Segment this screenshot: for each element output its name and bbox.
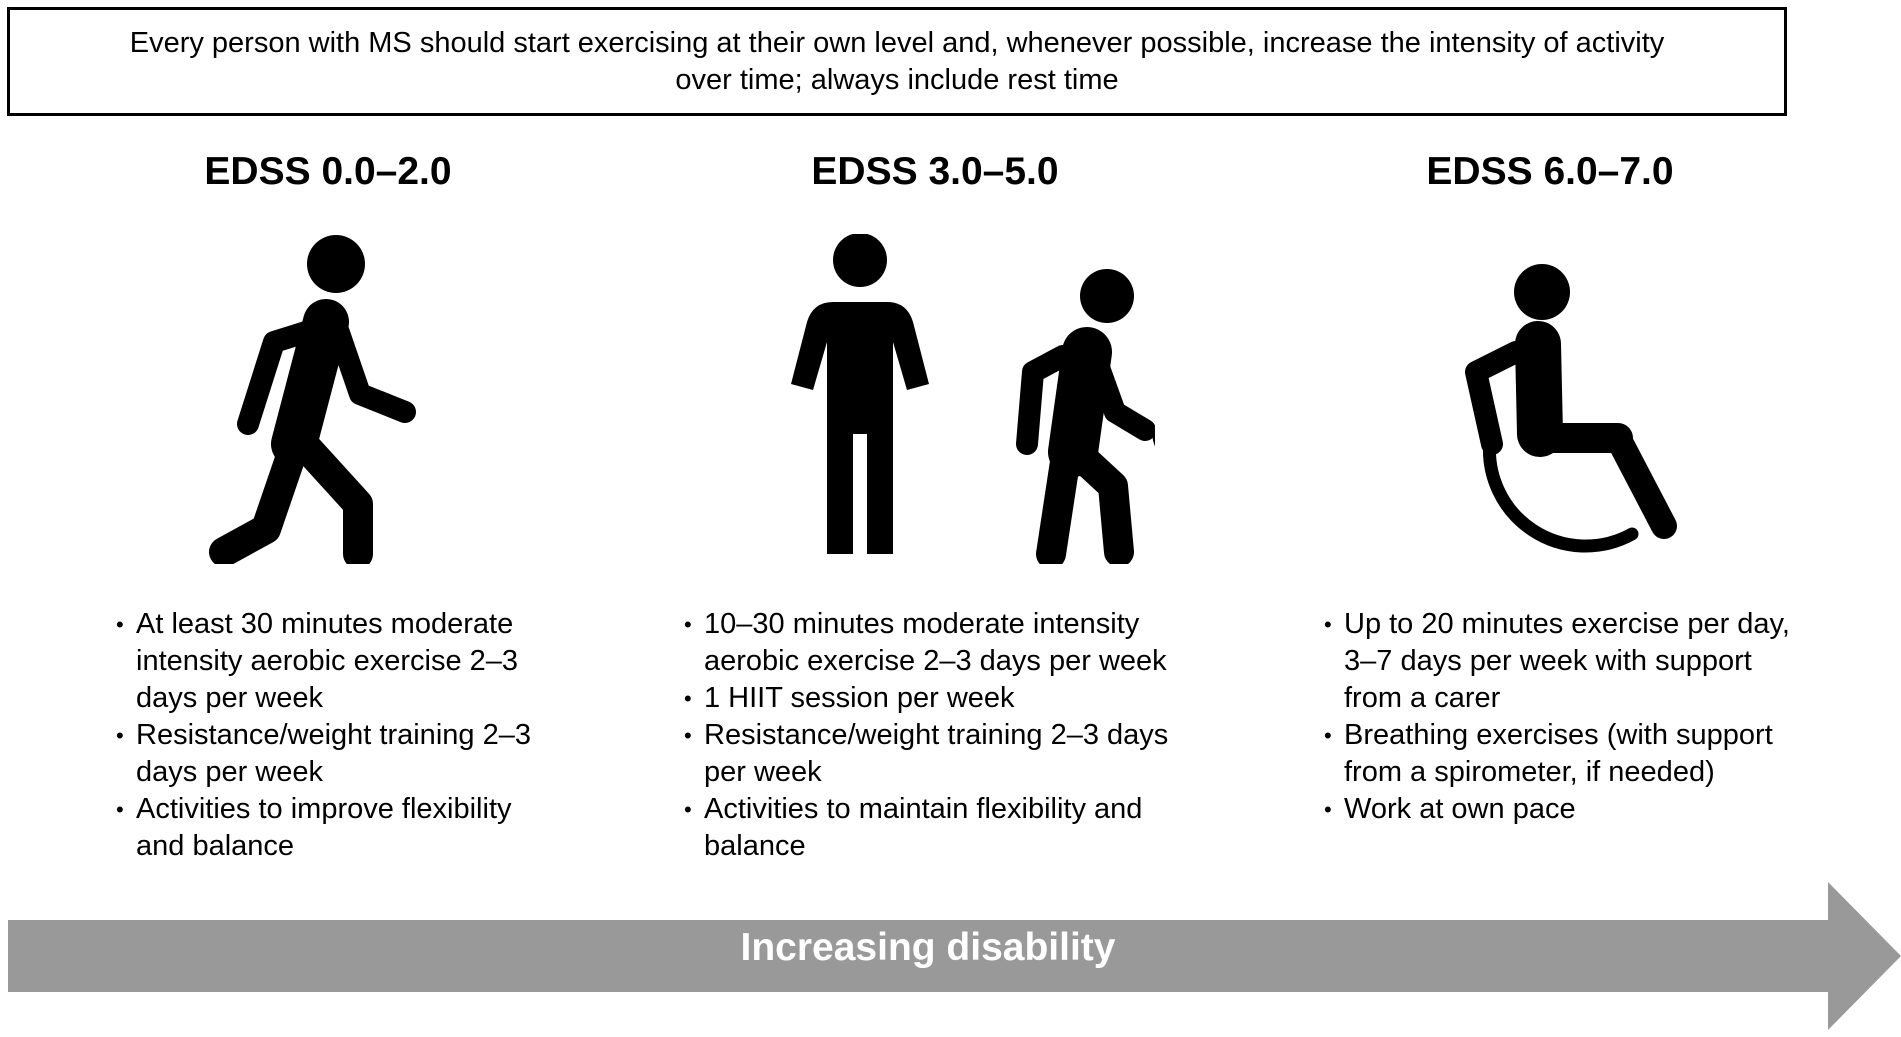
column-title: EDSS 6.0–7.0 [1426,150,1674,193]
bullet-list: 10–30 minutes moderate intensity aerobic… [684,606,1194,865]
list-item: Breathing exercises (with support from a… [1324,717,1804,791]
list-item: Activities to improve flexibility and ba… [116,791,556,865]
list-item: 1 HIIT session per week [684,680,1194,717]
list-item: Resistance/weight training 2–3 days per … [116,717,556,791]
arrow-label: Increasing disability [740,926,1116,969]
disability-arrow: Increasing disability [8,882,1901,1032]
list-item: At least 30 minutes moderate intensity a… [116,606,556,717]
bullet-list: At least 30 minutes moderate intensity a… [116,606,556,865]
bullet-list: Up to 20 minutes exercise per day, 3–7 d… [1324,606,1804,828]
wheelchair-user-icon [1270,234,1830,564]
column-title: EDSS 0.0–2.0 [204,150,452,193]
guidance-banner-text: Every person with MS should start exerci… [129,26,1665,96]
list-item: Up to 20 minutes exercise per day, 3–7 d… [1324,606,1804,717]
arrow-shape [8,882,1901,1030]
person-with-cane-icon [1016,269,1155,564]
standing-person-icon [791,234,929,554]
list-item: 10–30 minutes moderate intensity aerobic… [684,606,1194,680]
guidance-banner: Every person with MS should start exerci… [7,7,1787,116]
list-item: Work at own pace [1324,791,1804,828]
standing-person-and-person-with-cane-icon [655,234,1215,564]
list-item: Resistance/weight training 2–3 days per … [684,717,1194,791]
walking-person-icon [48,234,608,564]
arrow-polygon [8,882,1901,1030]
column-title: EDSS 3.0–5.0 [811,150,1059,193]
list-item: Activities to maintain flexibility and b… [684,791,1194,865]
